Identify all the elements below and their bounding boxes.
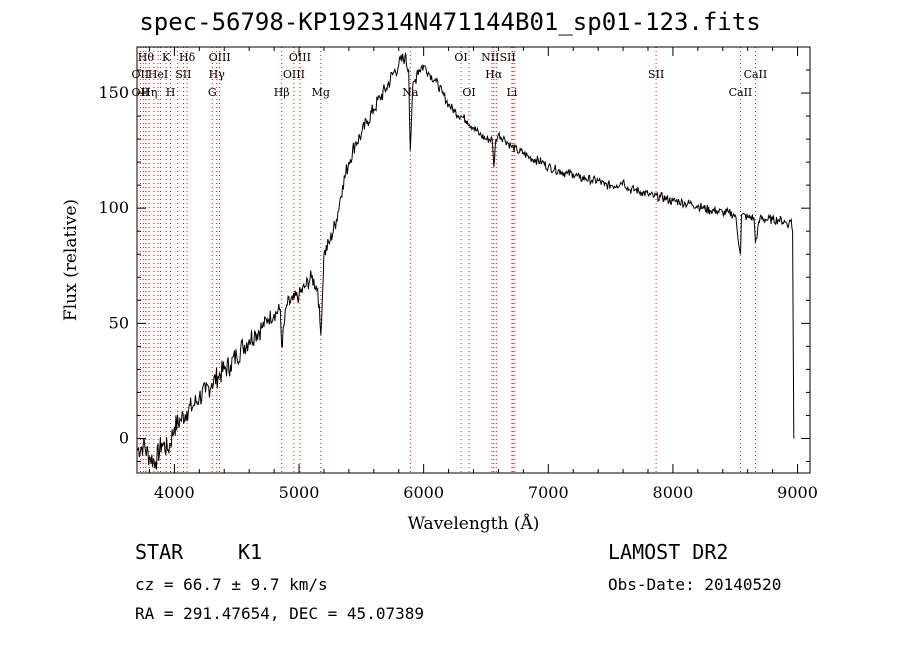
line-marker-label: OII bbox=[132, 86, 150, 99]
line-marker-label: Hθ bbox=[138, 51, 155, 64]
chart-title: spec-56798-KP192314N471144B01_sp01-123.f… bbox=[139, 8, 761, 36]
spectrum-line bbox=[136, 52, 795, 470]
line-marker-label: OI bbox=[462, 86, 475, 99]
line-marker-label: Hβ bbox=[274, 86, 290, 99]
line-marker-label: Hγ bbox=[209, 68, 226, 81]
observation-date: Obs-Date: 20140520 bbox=[608, 575, 782, 594]
y-tick-label: 50 bbox=[109, 313, 129, 332]
x-tick-label: 9000 bbox=[777, 483, 818, 502]
line-marker-label: Na bbox=[402, 86, 419, 99]
plot-frame bbox=[136, 46, 811, 474]
line-marker-label: SII bbox=[648, 68, 664, 81]
x-axis-ticks: 4000 5000 6000 7000 8000 9000 bbox=[148, 47, 818, 502]
line-marker-label: Hδ bbox=[179, 51, 196, 64]
line-marker-label: HeI bbox=[148, 68, 168, 81]
y-axis-label: Flux (relative) bbox=[61, 199, 81, 321]
line-marker-label: Hη bbox=[141, 86, 157, 99]
coordinates: RA = 291.47654, DEC = 45.07389 bbox=[135, 604, 424, 623]
line-marker-label: K bbox=[162, 51, 171, 64]
line-marker-label: G bbox=[208, 86, 217, 99]
line-marker-label: OIII bbox=[209, 51, 231, 64]
line-marker-label: SII bbox=[175, 68, 191, 81]
line-marker-label: CaII bbox=[744, 68, 768, 81]
line-marker-label: Li bbox=[506, 86, 517, 99]
x-tick-label: 7000 bbox=[528, 483, 569, 502]
line-marker-label: NIISII bbox=[481, 51, 516, 64]
y-axis-ticks: 0 50 100 150 bbox=[98, 46, 810, 462]
line-marker-label: OI bbox=[454, 51, 467, 64]
redshift-value: cz = 66.7 ± 9.7 km/s bbox=[135, 575, 328, 594]
x-axis-label: Wavelength (Å) bbox=[408, 513, 540, 534]
x-tick-label: 8000 bbox=[653, 483, 694, 502]
line-marker-label: OIII bbox=[289, 51, 311, 64]
y-tick-label: 100 bbox=[98, 198, 129, 217]
x-tick-label: 5000 bbox=[279, 483, 320, 502]
object-subclass: K1 bbox=[238, 540, 263, 564]
line-marker-label: Hα bbox=[485, 68, 503, 81]
x-tick-label: 6000 bbox=[403, 483, 444, 502]
line-marker-label: H bbox=[166, 86, 176, 99]
line-marker-label: OII bbox=[132, 68, 150, 81]
x-tick-label: 4000 bbox=[154, 483, 195, 502]
line-marker-label: OIII bbox=[283, 68, 305, 81]
line-marker-label: CaII bbox=[729, 86, 753, 99]
y-tick-label: 150 bbox=[98, 83, 129, 102]
line-marker-label: Mg bbox=[312, 86, 330, 99]
survey-name: LAMOST DR2 bbox=[608, 540, 729, 564]
object-type: STAR bbox=[135, 540, 184, 564]
y-tick-label: 0 bbox=[119, 428, 129, 447]
line-markers bbox=[139, 47, 756, 473]
